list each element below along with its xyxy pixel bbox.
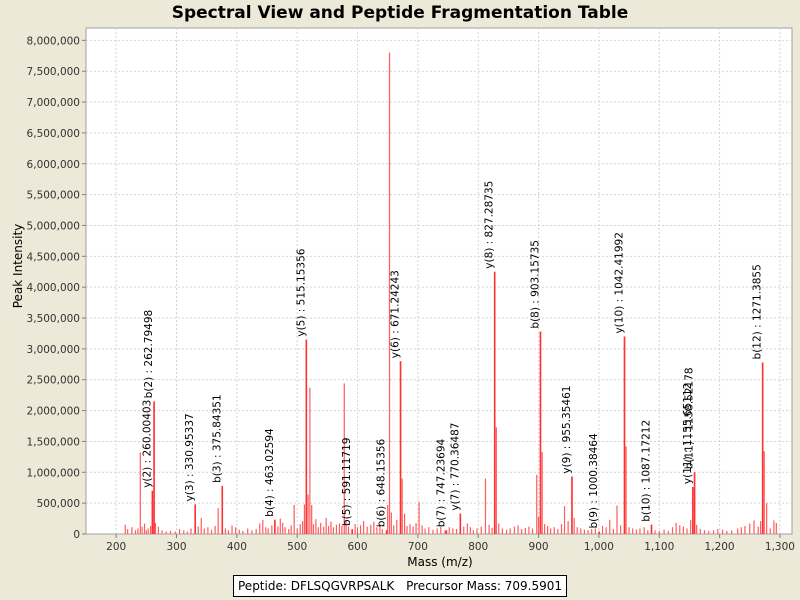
x-tick-label: 800 [468, 541, 488, 553]
x-tick-label: 500 [287, 541, 307, 553]
x-tick-label: 1,100 [644, 541, 674, 553]
peptide-info-box: Peptide: DFLSQGVRPSALK Precursor Mass: 7… [233, 575, 567, 597]
peak-annotation-label: y(8) : 827.28735 [484, 181, 496, 269]
peak-layer [124, 52, 777, 534]
peak-annotation-label: b(2) : 262.79498 [143, 310, 155, 399]
x-tick-label: 700 [408, 541, 428, 553]
peak-annotation-label: b(4) : 463.02594 [264, 428, 276, 517]
y-tick-label: 5,000,000 [27, 220, 80, 232]
y-tick-label: 7,000,000 [27, 97, 80, 109]
axis-layer: 0 500,000 1,000,000 1,500,000 2,000,000 2,500… [27, 35, 795, 553]
peak-annotation-label: y(11) : 1155.65112 [682, 383, 694, 484]
y-tick-label: 1,000,000 [27, 467, 80, 479]
y-tick-label: 2,000,000 [27, 406, 80, 418]
y-tick-label: 2,500,000 [27, 375, 80, 387]
y-tick-label: 8,000,000 [27, 35, 80, 47]
x-tick-label: 1,000 [584, 541, 614, 553]
peptide-label: Peptide: DFLSQGVRPSALK [238, 579, 395, 593]
peak-annotation-label: y(7) : 770.36487 [449, 423, 461, 511]
y-tick-label: 4,000,000 [27, 282, 80, 294]
peak-annotation-label: b(7) : 747.23694 [435, 438, 447, 527]
y-tick-label: 3,500,000 [27, 313, 80, 325]
peak-annotation-label: b(3) : 375.84351 [211, 394, 223, 483]
y-axis-label: Peak Intensity [11, 224, 25, 309]
peak-annotation-label: b(11) : 1158.52178 [684, 367, 696, 469]
y-tick-label: 4,500,000 [27, 251, 80, 263]
x-tick-label: 900 [529, 541, 549, 553]
y-tick-label: 6,000,000 [27, 159, 80, 171]
peak-annotation-label: b(5) : 591.11719 [341, 438, 353, 527]
y-tick-label: 3,000,000 [27, 344, 80, 356]
x-axis-label: Mass (m/z) [407, 555, 472, 569]
x-tick-label: 600 [348, 541, 368, 553]
peak-annotation-label: b(8) : 903.15735 [529, 240, 541, 329]
peak-annotation-label: y(3) : 330.95337 [184, 413, 196, 501]
peak-annotation-label: b(10) : 1087.17212 [641, 420, 653, 522]
peak-annotation-label: b(12) : 1271.3855 [752, 264, 764, 359]
y-tick-label: 1,500,000 [27, 436, 80, 448]
y-tick-label: 5,500,000 [27, 190, 80, 202]
x-tick-label: 300 [166, 541, 186, 553]
plot-background [85, 27, 793, 535]
peak-annotation-label: y(2) : 260.00403 [141, 400, 153, 488]
peak-annotation-label: y(10) : 1042.41992 [614, 232, 626, 333]
grid-layer [86, 28, 792, 534]
peak-annotation-label: y(5) : 515.15356 [295, 248, 307, 336]
x-tick-label: 400 [227, 541, 247, 553]
chart-title: Spectral View and Peptide Fragmentation … [171, 3, 629, 23]
y-tick-label: 7,500,000 [27, 66, 80, 78]
peak-annotation-label: b(9) : 1000.38464 [588, 433, 600, 529]
precursor-mass-label: Precursor Mass: 709.5901 [406, 579, 562, 593]
peak-annotation-label: y(9) : 955.35461 [561, 386, 573, 474]
peak-annotation-label: y(6) : 671.24243 [390, 270, 402, 358]
x-tick-label: 1,300 [765, 541, 795, 553]
x-tick-label: 1,200 [705, 541, 735, 553]
peak-annotation-label: b(6) : 648.15356 [376, 438, 388, 527]
y-tick-label: 0 [73, 529, 80, 541]
y-tick-label: 6,500,000 [27, 128, 80, 140]
x-tick-label: 200 [106, 541, 126, 553]
y-tick-label: 500,000 [37, 498, 80, 510]
